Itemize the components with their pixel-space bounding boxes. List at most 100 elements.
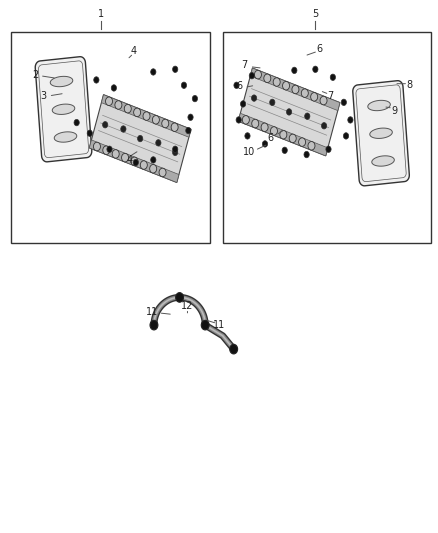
Circle shape bbox=[140, 161, 147, 169]
Circle shape bbox=[151, 69, 156, 75]
Circle shape bbox=[152, 116, 159, 124]
Text: 5: 5 bbox=[312, 9, 318, 19]
Circle shape bbox=[301, 89, 308, 98]
Circle shape bbox=[201, 320, 209, 330]
Circle shape bbox=[138, 135, 143, 142]
Circle shape bbox=[115, 101, 122, 109]
Circle shape bbox=[192, 95, 198, 102]
Circle shape bbox=[133, 159, 138, 166]
Polygon shape bbox=[353, 80, 410, 186]
Circle shape bbox=[230, 344, 237, 354]
Circle shape bbox=[292, 67, 297, 74]
Polygon shape bbox=[250, 68, 340, 110]
Polygon shape bbox=[89, 140, 179, 182]
Circle shape bbox=[240, 101, 246, 107]
Polygon shape bbox=[89, 95, 191, 182]
Text: 6: 6 bbox=[268, 133, 274, 142]
Circle shape bbox=[308, 142, 315, 150]
Circle shape bbox=[242, 116, 249, 124]
Circle shape bbox=[151, 157, 156, 163]
Circle shape bbox=[150, 165, 157, 173]
Circle shape bbox=[343, 133, 349, 139]
Circle shape bbox=[261, 123, 268, 132]
Polygon shape bbox=[50, 76, 73, 87]
Circle shape bbox=[271, 127, 278, 135]
Circle shape bbox=[320, 96, 327, 105]
Circle shape bbox=[286, 109, 292, 115]
Circle shape bbox=[313, 66, 318, 72]
Polygon shape bbox=[368, 100, 390, 111]
Circle shape bbox=[162, 119, 169, 128]
Circle shape bbox=[311, 93, 318, 101]
Text: 11: 11 bbox=[146, 307, 159, 317]
Circle shape bbox=[112, 150, 119, 158]
Circle shape bbox=[264, 74, 271, 83]
Circle shape bbox=[143, 112, 150, 120]
Circle shape bbox=[87, 130, 92, 136]
Text: 8: 8 bbox=[406, 80, 413, 90]
Polygon shape bbox=[52, 104, 75, 115]
Circle shape bbox=[102, 122, 108, 128]
Text: 10: 10 bbox=[243, 147, 255, 157]
Circle shape bbox=[74, 119, 79, 126]
Circle shape bbox=[304, 151, 309, 158]
Circle shape bbox=[171, 123, 178, 132]
Circle shape bbox=[134, 108, 141, 117]
Circle shape bbox=[173, 146, 178, 152]
Text: 4: 4 bbox=[126, 155, 132, 165]
Circle shape bbox=[273, 78, 280, 86]
Circle shape bbox=[150, 320, 158, 330]
Text: 11: 11 bbox=[213, 320, 225, 330]
Circle shape bbox=[305, 113, 310, 119]
Circle shape bbox=[103, 146, 110, 155]
Circle shape bbox=[252, 119, 259, 128]
Polygon shape bbox=[101, 95, 191, 137]
Polygon shape bbox=[356, 85, 406, 182]
Polygon shape bbox=[54, 132, 77, 142]
Polygon shape bbox=[238, 114, 328, 156]
Circle shape bbox=[156, 140, 161, 146]
Circle shape bbox=[236, 117, 241, 123]
Circle shape bbox=[262, 141, 268, 147]
Bar bbox=[223, 32, 431, 243]
Circle shape bbox=[93, 142, 100, 151]
Polygon shape bbox=[238, 68, 340, 156]
Polygon shape bbox=[35, 56, 92, 162]
Circle shape bbox=[299, 138, 306, 147]
Text: 2: 2 bbox=[32, 70, 38, 79]
Circle shape bbox=[245, 133, 250, 139]
Circle shape bbox=[181, 82, 187, 88]
Circle shape bbox=[280, 131, 287, 139]
Text: 3: 3 bbox=[41, 91, 47, 101]
Circle shape bbox=[111, 85, 117, 91]
Text: 7: 7 bbox=[328, 91, 334, 101]
Circle shape bbox=[107, 146, 112, 152]
Circle shape bbox=[234, 82, 239, 88]
Polygon shape bbox=[370, 128, 392, 139]
Text: 12: 12 bbox=[181, 302, 194, 311]
Circle shape bbox=[94, 77, 99, 83]
Circle shape bbox=[289, 134, 296, 143]
Circle shape bbox=[121, 126, 126, 132]
Text: 7: 7 bbox=[241, 60, 247, 70]
Circle shape bbox=[176, 293, 184, 302]
Circle shape bbox=[251, 95, 257, 101]
Circle shape bbox=[106, 97, 113, 106]
Circle shape bbox=[186, 127, 191, 134]
Text: 4: 4 bbox=[131, 46, 137, 55]
Circle shape bbox=[173, 66, 178, 72]
Circle shape bbox=[124, 104, 131, 113]
Circle shape bbox=[173, 149, 178, 156]
Text: 6: 6 bbox=[317, 44, 323, 54]
Polygon shape bbox=[372, 156, 394, 166]
Circle shape bbox=[282, 147, 287, 154]
Text: 6: 6 bbox=[237, 82, 243, 91]
Text: 1: 1 bbox=[98, 9, 104, 19]
Circle shape bbox=[254, 70, 261, 79]
Circle shape bbox=[348, 117, 353, 123]
Circle shape bbox=[341, 99, 346, 106]
Circle shape bbox=[131, 157, 138, 166]
Circle shape bbox=[188, 114, 193, 120]
Circle shape bbox=[326, 146, 331, 152]
Circle shape bbox=[330, 74, 336, 80]
